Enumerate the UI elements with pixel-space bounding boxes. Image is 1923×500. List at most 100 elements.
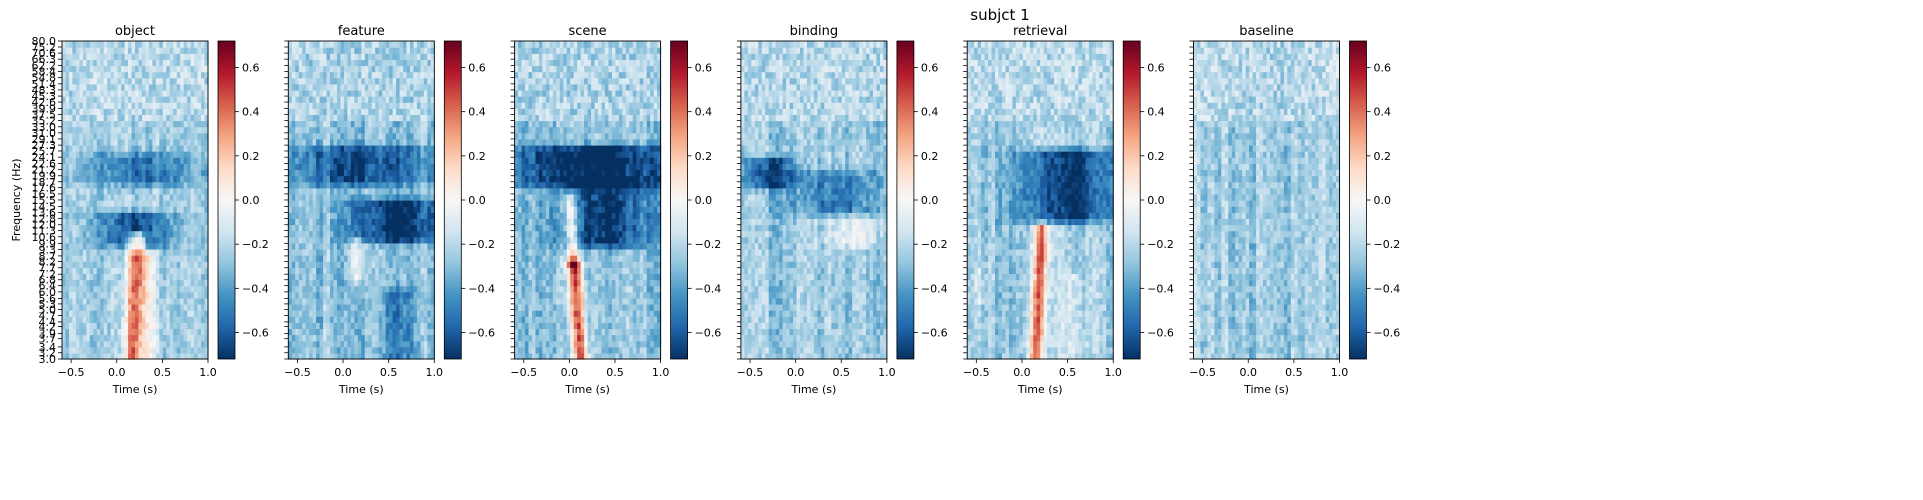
heatmap-cell (323, 120, 328, 128)
heatmap-cell (305, 187, 310, 195)
heatmap-cell (176, 65, 181, 73)
heatmap-cell (312, 346, 317, 354)
heatmap-cell (68, 346, 74, 354)
heatmap-cell (187, 47, 192, 54)
heatmap-cell (298, 242, 303, 250)
heatmap-cell (420, 224, 425, 232)
heatmap-cell (62, 200, 67, 207)
heatmap-cell (128, 83, 133, 91)
heatmap-cell (302, 126, 307, 134)
heatmap-cell (632, 328, 637, 336)
heatmap-cell (427, 328, 432, 336)
heatmap-cell (364, 89, 369, 97)
heatmap-cell (423, 303, 428, 311)
heatmap-cell (406, 255, 411, 262)
heatmap-cell (573, 316, 578, 323)
heatmap-cell (343, 297, 348, 305)
heatmap-cell (173, 47, 178, 54)
heatmap-cell (107, 77, 112, 85)
heatmap-cell (169, 41, 174, 48)
heatmap-cell (333, 218, 338, 226)
heatmap-cell (361, 206, 366, 213)
heatmap-cell (114, 47, 119, 54)
heatmap-cell (166, 322, 171, 330)
heatmap-cell (291, 175, 296, 183)
heatmap-cell (584, 303, 589, 311)
heatmap-cell (75, 224, 80, 232)
heatmap-cell (423, 163, 428, 171)
heatmap-cell (96, 230, 101, 238)
heatmap-cell (528, 316, 533, 323)
heatmap-cell (141, 261, 147, 268)
heatmap-cell (413, 169, 418, 177)
heatmap-cell (197, 114, 202, 122)
heatmap-cell (309, 310, 314, 317)
heatmap-cell (340, 242, 345, 250)
heatmap-cell (131, 120, 136, 128)
heatmap-cell (343, 83, 348, 91)
heatmap-cell (653, 303, 658, 311)
heatmap-cell (371, 83, 376, 91)
heatmap-cell (155, 303, 160, 311)
heatmap-cell (427, 310, 432, 317)
heatmap-cell (629, 328, 634, 336)
heatmap-cell (368, 114, 373, 122)
heatmap-cell (117, 346, 122, 354)
heatmap-cell (72, 273, 77, 281)
heatmap-cell (141, 187, 147, 195)
heatmap-cell (86, 255, 91, 262)
heatmap-cell (336, 138, 342, 146)
heatmap-cell (75, 273, 80, 281)
heatmap-cell (72, 65, 77, 73)
heatmap-cell (117, 41, 122, 48)
heatmap-cell (653, 316, 658, 323)
heatmap-cell (176, 285, 181, 293)
heatmap-cell (295, 41, 300, 48)
heatmap-cell (65, 151, 70, 158)
heatmap-cell (75, 47, 80, 54)
heatmap-cell (378, 328, 383, 336)
heatmap-cell (413, 200, 418, 207)
heatmap-cell (406, 169, 411, 177)
heatmap-cell (375, 267, 380, 274)
heatmap-cell (570, 334, 575, 342)
heatmap-cell (389, 108, 394, 115)
heatmap-cell (107, 187, 112, 195)
heatmap-cell (514, 310, 519, 317)
heatmap-cell (295, 138, 300, 146)
heatmap-cell (343, 291, 348, 299)
heatmap-cell (378, 83, 383, 91)
heatmap-cell (528, 297, 533, 305)
heatmap-cell (86, 303, 91, 311)
heatmap-cell (96, 328, 101, 336)
heatmap-cell (577, 297, 582, 305)
heatmap-cell (389, 242, 394, 250)
heatmap-cell (518, 303, 523, 311)
heatmap-cell (577, 352, 582, 360)
x-tick-label: 0.5 (154, 366, 172, 379)
heatmap-cell (82, 157, 87, 164)
heatmap-cell (79, 206, 84, 213)
heatmap-cell (350, 206, 355, 213)
heatmap-cell (343, 261, 348, 268)
heatmap-cell (93, 169, 98, 177)
heatmap-cell (131, 255, 136, 262)
heatmap-cell (114, 175, 119, 183)
heatmap-cell (392, 138, 397, 146)
heatmap-cell (587, 352, 592, 360)
heatmap-cell (403, 200, 408, 207)
heatmap-cell (93, 279, 98, 287)
heatmap-cell (330, 310, 335, 317)
heatmap-cell (385, 71, 390, 79)
heatmap-cell (86, 126, 91, 134)
heatmap-cell (368, 346, 373, 354)
heatmap-cell (288, 206, 293, 213)
heatmap-cell (340, 77, 345, 85)
heatmap-cell (190, 59, 195, 67)
heatmap-cell (166, 303, 171, 311)
heatmap-cell (93, 163, 98, 171)
heatmap-cell (531, 316, 537, 323)
heatmap-cell (573, 322, 578, 330)
heatmap-cell (86, 59, 91, 67)
heatmap-cell (159, 334, 164, 342)
